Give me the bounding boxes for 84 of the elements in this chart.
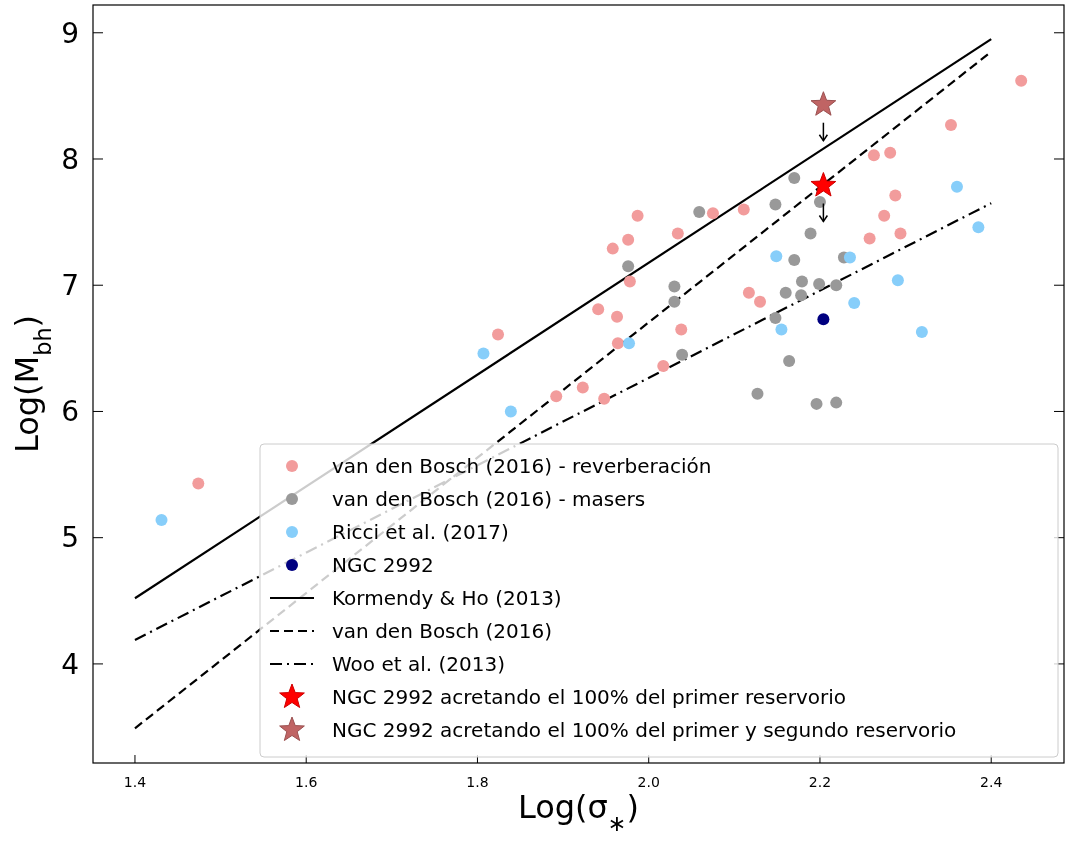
point (843, 251, 856, 264)
point (657, 360, 670, 373)
point (891, 274, 904, 287)
point (751, 387, 764, 400)
point (504, 405, 517, 418)
legend-label: van den Bosch (2016) (332, 619, 553, 643)
point (623, 275, 636, 288)
point (1015, 74, 1028, 87)
point (693, 206, 706, 219)
x-tick-label: 2.0 (637, 774, 660, 790)
point (550, 390, 563, 403)
point (671, 227, 684, 240)
x-tick-label: 1.6 (295, 774, 318, 790)
point (813, 277, 826, 290)
point (889, 189, 902, 202)
point (810, 397, 823, 410)
point (779, 286, 792, 299)
point (737, 203, 750, 216)
legend-label: NGC 2992 (332, 553, 434, 577)
point (592, 303, 605, 316)
point (848, 296, 861, 309)
point (675, 323, 688, 336)
y-tick-label: 9 (61, 16, 79, 50)
point (611, 337, 624, 350)
point (950, 180, 963, 193)
point (769, 312, 782, 325)
x-tick-label: 2.4 (980, 774, 1003, 790)
point (783, 354, 796, 367)
point (477, 347, 490, 360)
legend-label: Woo et al. (2013) (332, 652, 505, 676)
point (878, 209, 891, 222)
y-tick-label: 4 (61, 647, 79, 681)
point (706, 207, 719, 220)
y-tick-label: 8 (61, 142, 79, 176)
point (944, 118, 957, 131)
point (623, 337, 636, 350)
point (788, 171, 801, 184)
legend-label: van den Bosch (2016) - masers (332, 487, 646, 511)
point (770, 250, 783, 263)
point (863, 232, 876, 245)
point (155, 514, 168, 527)
point (775, 323, 788, 336)
point (830, 396, 843, 409)
point (192, 477, 205, 490)
point (972, 221, 985, 234)
point (622, 260, 635, 273)
point (668, 295, 681, 308)
point (817, 313, 830, 326)
legend-label: Ricci et al. (2017) (332, 520, 509, 544)
point (769, 198, 782, 211)
x-tick-label: 2.2 (808, 774, 832, 790)
point (492, 328, 505, 341)
point (576, 381, 589, 394)
point (598, 392, 611, 405)
point (813, 195, 826, 208)
y-tick-label: 7 (61, 269, 79, 303)
x-tick-label: 1.8 (466, 774, 489, 790)
point (810, 91, 837, 116)
point (795, 275, 808, 288)
point (788, 253, 801, 266)
point (830, 279, 843, 292)
x-axis-title: Log(σ$_{∗}$) (517, 788, 640, 836)
point (611, 310, 624, 323)
point (915, 325, 928, 338)
y-tick-label: 6 (61, 395, 79, 429)
point (742, 286, 755, 299)
point (884, 146, 897, 159)
y-tick-label: 5 (61, 521, 79, 555)
legend-label: NGC 2992 acretando el 100% del primer reservorio (332, 685, 847, 709)
point (804, 227, 817, 240)
legend-label: van den Bosch (2016) - reverberación (332, 454, 712, 478)
x-tick-label: 1.4 (123, 774, 147, 790)
legend-label: NGC 2992 acretando el 100% del primer y segundo reservorio (332, 718, 957, 742)
point (631, 209, 644, 222)
point (676, 348, 689, 361)
point (867, 149, 880, 162)
point (810, 172, 837, 197)
point (606, 242, 619, 255)
point (754, 295, 767, 308)
point (795, 289, 808, 302)
legend-label: Kormendy & Ho (2013) (332, 586, 562, 610)
point (622, 233, 635, 246)
point (668, 280, 681, 293)
point (894, 227, 907, 240)
